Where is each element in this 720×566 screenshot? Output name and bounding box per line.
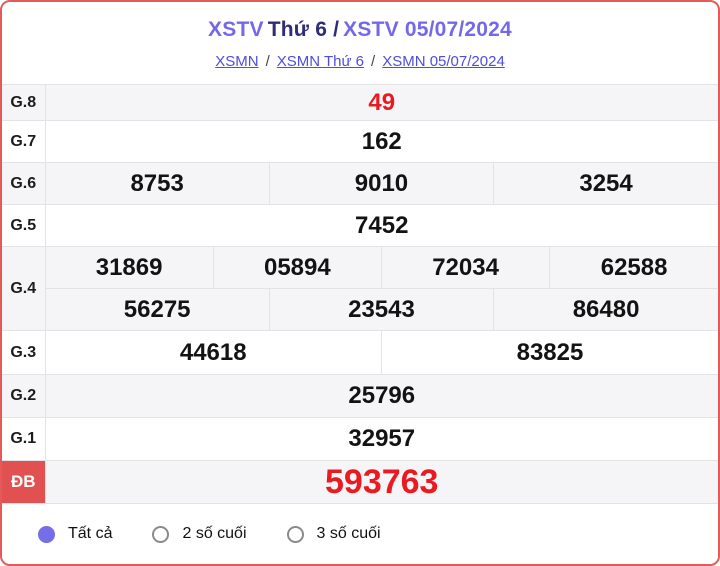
- filter-option-label: Tất cả: [68, 525, 113, 542]
- title-region: XSTV: [208, 18, 264, 41]
- title-weekday: Thứ 6 /: [267, 18, 340, 41]
- filter-option-last2[interactable]: 2 số cuối: [152, 525, 247, 543]
- prize-label: G.1: [2, 417, 46, 461]
- filter-option-last3[interactable]: 3 số cuối: [286, 525, 381, 543]
- prize-label: G.5: [2, 204, 46, 247]
- title-date: XSTV 05/07/2024: [343, 18, 512, 41]
- prize-value: 8753: [44, 162, 270, 205]
- breadcrumb-separator: /: [265, 53, 270, 70]
- breadcrumb-separator: /: [371, 53, 376, 70]
- prize-value: 31869: [44, 246, 214, 289]
- breadcrumb-link-xsmn-thu6[interactable]: XSMN Thứ 6: [276, 53, 365, 70]
- prize-value: 72034: [380, 246, 551, 289]
- page-title: XSTV Thứ 6 /XSTV 05/07/2024: [2, 18, 718, 42]
- prize-row-special: ĐB 593763: [2, 460, 718, 504]
- prize-value: 7452: [44, 204, 718, 247]
- display-filter-bar: Tất cả 2 số cuối 3 số cuối: [2, 504, 718, 564]
- prize-label: G.4: [2, 246, 46, 331]
- prize-value: 86480: [493, 288, 718, 331]
- prize-value: 62588: [549, 246, 718, 289]
- prize-value: 49: [44, 84, 718, 121]
- prize-value: 56275: [45, 288, 270, 331]
- prize-row-g7: G.7 162: [2, 120, 718, 163]
- prize-label: G.6: [2, 162, 46, 205]
- prize-value: 83825: [380, 330, 718, 375]
- radio-unselected-icon[interactable]: [152, 525, 170, 543]
- prize-row-g4-line2: 56275 23543 86480: [2, 288, 718, 331]
- radio-selected-icon[interactable]: [38, 525, 55, 543]
- prize-row-g8: G.8 49: [2, 84, 718, 121]
- header: XSTV Thứ 6 /XSTV 05/07/2024 XSMN / XSMN Thứ…: [2, 2, 718, 84]
- breadcrumb-link-xsmn-date[interactable]: XSMN 05/07/2024: [382, 53, 505, 70]
- prize-value: 23543: [268, 288, 495, 331]
- prize-value-special: 593763: [44, 460, 718, 504]
- prize-row-g5: G.5 7452: [2, 204, 718, 247]
- filter-option-label: 3 số cuối: [316, 525, 381, 542]
- prize-value: 162: [44, 120, 718, 163]
- prize-label: G.7: [2, 120, 46, 163]
- prize-row-g2: G.2 25796: [2, 374, 718, 418]
- prize-row-g4: G.4 31869 05894 72034 62588: [2, 246, 718, 331]
- prize-value: 44618: [44, 330, 382, 375]
- prize-row-g6: G.6 8753 9010 3254: [2, 162, 718, 205]
- prize-label-special: ĐB: [2, 460, 46, 504]
- prize-row-g1: G.1 32957: [2, 417, 718, 461]
- prize-value: 05894: [212, 246, 382, 289]
- prize-label: G.2: [2, 374, 46, 418]
- prize-value: 32957: [44, 417, 718, 461]
- prize-value: 9010: [268, 162, 495, 205]
- prize-label: G.8: [2, 84, 46, 121]
- prize-value: 25796: [44, 374, 718, 418]
- filter-option-label: 2 số cuối: [182, 525, 247, 542]
- radio-unselected-icon[interactable]: [286, 525, 304, 543]
- prize-row-g3: G.3 44618 83825: [2, 330, 718, 375]
- filter-option-all[interactable]: Tất cả: [38, 525, 112, 543]
- breadcrumb: XSMN / XSMN Thứ 6 / XSMN 05/07/2024: [2, 53, 718, 70]
- results-table: G.8 49 G.7 162 G.6 8753 9010 3254 G.5 74…: [2, 84, 718, 504]
- prize-value: 3254: [493, 162, 718, 205]
- breadcrumb-link-xsmn[interactable]: XSMN: [215, 53, 259, 70]
- prize-label: G.3: [2, 330, 46, 375]
